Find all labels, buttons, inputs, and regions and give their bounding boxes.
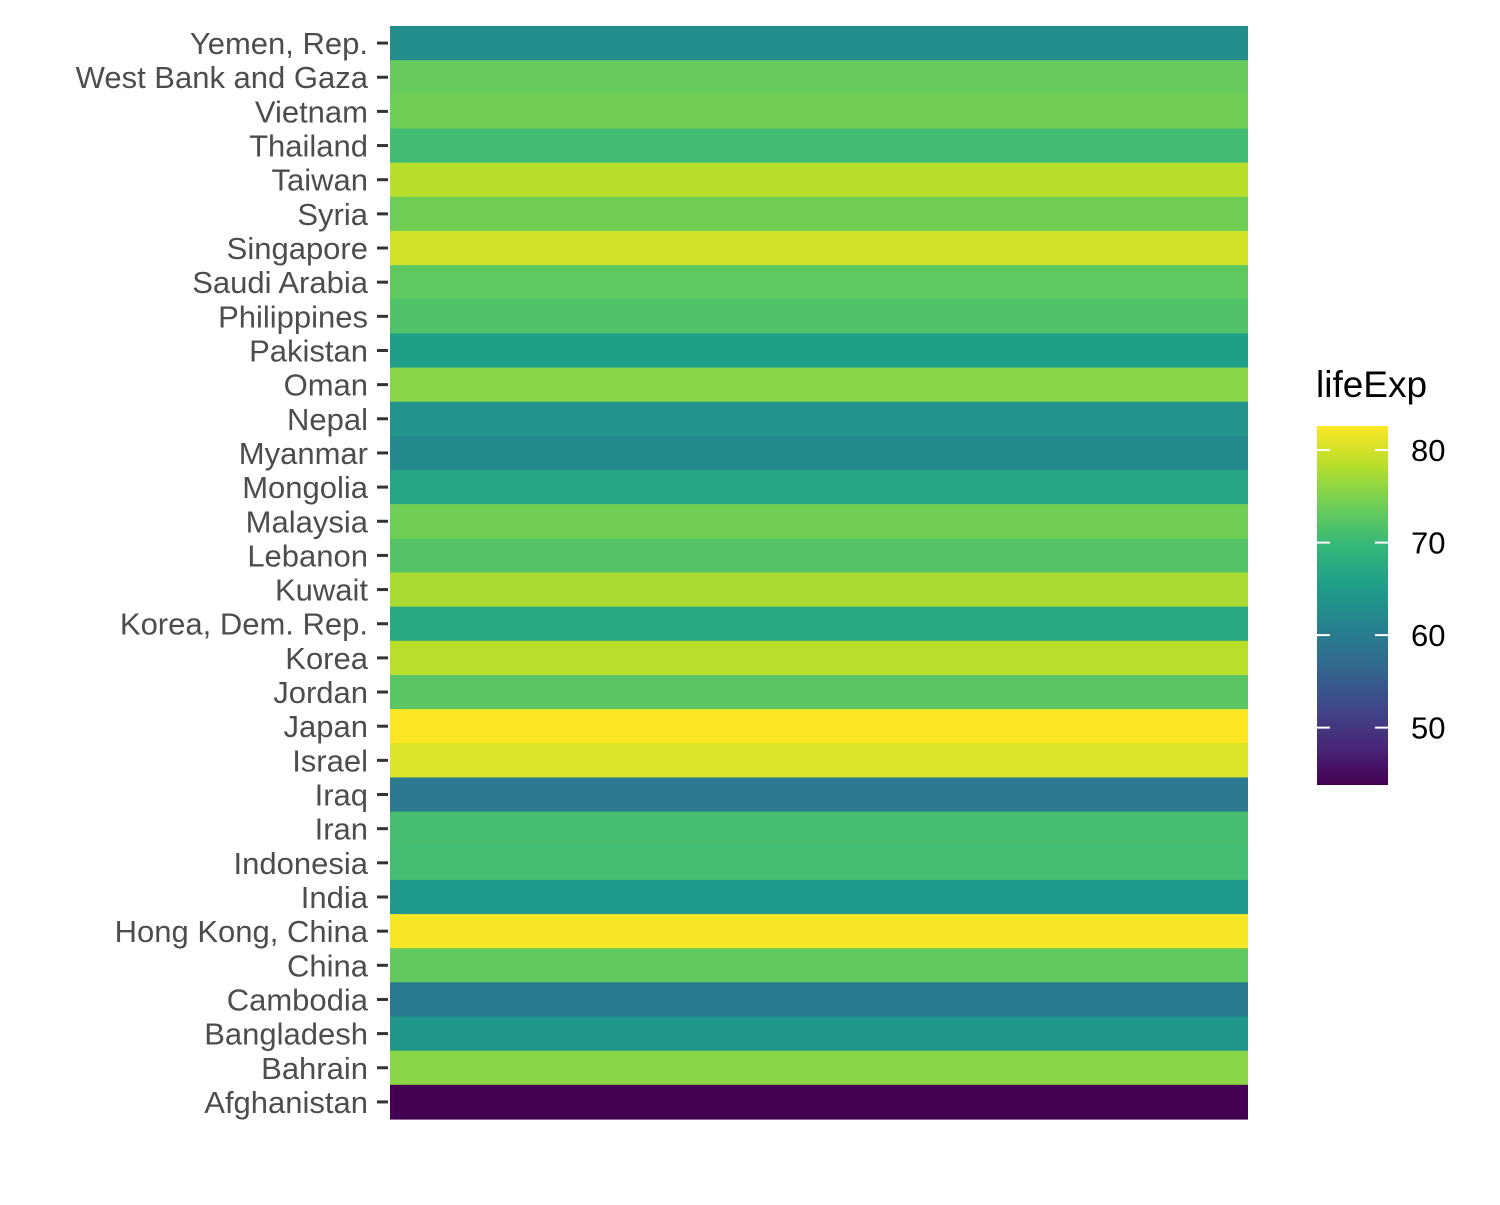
heatmap-cell bbox=[390, 606, 1248, 642]
y-axis-label: Indonesia bbox=[234, 846, 369, 881]
heatmap-cell bbox=[390, 470, 1248, 505]
y-axis-label: Yemen, Rep. bbox=[190, 26, 368, 61]
heatmap-cell bbox=[390, 674, 1248, 710]
heatmap-cell bbox=[390, 196, 1248, 232]
y-axis-label: Bahrain bbox=[261, 1051, 368, 1086]
y-axis-label: Singapore bbox=[227, 231, 368, 266]
legend-tick-label: 60 bbox=[1411, 618, 1445, 653]
y-axis-label: Taiwan bbox=[272, 163, 369, 198]
heatmap-cell bbox=[390, 265, 1248, 300]
heatmap-cell bbox=[390, 538, 1248, 574]
heatmap-cell bbox=[390, 879, 1248, 915]
heatmap-cell bbox=[390, 504, 1248, 539]
heatmap-cell bbox=[390, 94, 1248, 130]
y-axis-label: Philippines bbox=[218, 299, 368, 334]
heatmap-cell bbox=[390, 367, 1248, 403]
heatmap-cell bbox=[390, 128, 1248, 164]
heatmap-cell bbox=[390, 914, 1248, 949]
y-axis-label: West Bank and Gaza bbox=[76, 60, 369, 95]
y-axis-label: Korea, Dem. Rep. bbox=[120, 607, 368, 642]
legend-tick-label: 50 bbox=[1411, 711, 1445, 746]
legend-tick-label: 70 bbox=[1411, 526, 1445, 561]
y-axis-label: Saudi Arabia bbox=[192, 265, 369, 300]
heatmap-cell bbox=[390, 572, 1248, 608]
y-axis-label: Myanmar bbox=[239, 436, 368, 471]
heatmap-cell bbox=[390, 1050, 1248, 1086]
heatmap-cell bbox=[390, 948, 1248, 983]
y-axis-label: Hong Kong, China bbox=[115, 914, 369, 949]
legend-colorbar bbox=[1317, 426, 1388, 785]
legend: lifeExp 50 60 70 80 bbox=[1316, 364, 1445, 785]
y-axis-label: Japan bbox=[284, 709, 368, 744]
heatmap-cell bbox=[390, 230, 1248, 266]
y-axis-label: Bangladesh bbox=[204, 1017, 368, 1052]
y-axis-label: Iraq bbox=[315, 778, 368, 813]
y-axis-label: Vietnam bbox=[255, 94, 368, 129]
heatmap-cell bbox=[390, 709, 1248, 744]
y-axis-labels: Yemen, Rep.West Bank and GazaVietnamThai… bbox=[76, 26, 388, 1120]
heatmap-cell bbox=[390, 1016, 1248, 1052]
heatmap-cell bbox=[390, 982, 1248, 1018]
y-axis-label: Afghanistan bbox=[204, 1085, 368, 1120]
y-axis-label: Syria bbox=[297, 197, 368, 232]
y-axis-label: Jordan bbox=[273, 675, 368, 710]
heatmap-cell bbox=[390, 26, 1248, 61]
y-axis-label: India bbox=[301, 880, 369, 915]
heatmap-cell bbox=[390, 162, 1248, 198]
y-axis-label: Lebanon bbox=[247, 538, 368, 573]
heatmap-rows bbox=[390, 26, 1248, 1120]
heatmap-cell bbox=[390, 299, 1248, 335]
heatmap-cell bbox=[390, 777, 1248, 813]
y-axis-label: Pakistan bbox=[249, 333, 368, 368]
y-axis-label: Israel bbox=[292, 743, 368, 778]
heatmap-cell bbox=[390, 640, 1248, 676]
heatmap-cell bbox=[390, 1084, 1248, 1120]
y-axis-label: Oman bbox=[284, 368, 368, 403]
y-axis-label: China bbox=[287, 948, 369, 983]
y-axis-label: Thailand bbox=[249, 129, 368, 164]
heatmap-cell bbox=[390, 845, 1248, 881]
y-axis-label: Iran bbox=[315, 812, 368, 847]
legend-tick-label: 80 bbox=[1411, 433, 1445, 468]
legend-title: lifeExp bbox=[1316, 364, 1427, 405]
heatmap-cell bbox=[390, 743, 1248, 779]
y-axis-label: Malaysia bbox=[246, 504, 369, 539]
y-axis-label: Cambodia bbox=[227, 982, 369, 1017]
y-axis-label: Mongolia bbox=[242, 470, 369, 505]
heatmap-cell bbox=[390, 435, 1248, 471]
heatmap-cell bbox=[390, 401, 1248, 437]
y-axis-label: Korea bbox=[285, 641, 368, 676]
heatmap-cell bbox=[390, 333, 1248, 369]
y-axis-label: Kuwait bbox=[275, 573, 368, 608]
heatmap-cell bbox=[390, 60, 1248, 95]
heatmap-cell bbox=[390, 811, 1248, 847]
y-axis-label: Nepal bbox=[287, 402, 368, 437]
